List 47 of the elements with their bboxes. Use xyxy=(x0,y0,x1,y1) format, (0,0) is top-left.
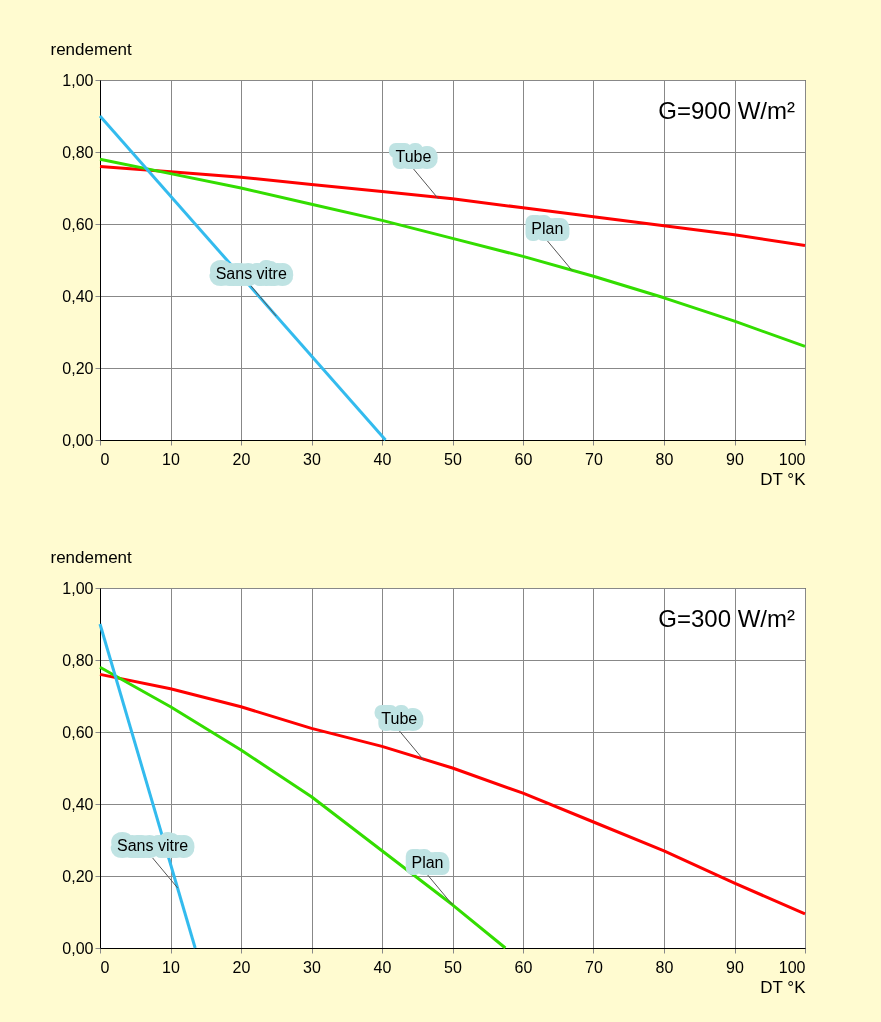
line-series xyxy=(98,164,807,248)
y-tick-label: 0,20 xyxy=(62,867,94,885)
y-tick-label: 1,00 xyxy=(62,579,94,597)
y-axis-title: rendement xyxy=(50,39,133,59)
annotation: Plan xyxy=(531,219,564,237)
x-tick-label: 20 xyxy=(232,450,251,468)
x-tick-label: 0 xyxy=(100,958,110,976)
y-tick-label: 0,60 xyxy=(62,215,94,233)
annotation: Tube xyxy=(381,709,418,727)
x-tick-label: 80 xyxy=(655,450,674,468)
x-tick-label: 70 xyxy=(585,958,603,976)
y-tick-label: 1,00 xyxy=(62,71,94,89)
annotation: Plan xyxy=(411,853,444,871)
x-tick-label: 90 xyxy=(726,958,744,976)
line-series xyxy=(98,672,807,916)
x-tick-label: 100 xyxy=(778,450,806,468)
y-tick-label: 0,20 xyxy=(62,359,94,377)
line-series xyxy=(98,665,507,950)
text: G=300 W/m² xyxy=(658,605,795,632)
x-tick-label: 40 xyxy=(373,450,392,468)
x-tick-label: 90 xyxy=(726,450,744,468)
x-axis-title: DT °K xyxy=(760,469,807,489)
x-tick-label: 50 xyxy=(444,958,462,976)
x-tick-label: 100 xyxy=(778,958,806,976)
x-tick-label: 30 xyxy=(303,958,321,976)
x-tick-label: 40 xyxy=(373,958,392,976)
annotation: Tube xyxy=(395,147,432,165)
x-tick-label: 30 xyxy=(303,450,321,468)
y-tick-label: 0,00 xyxy=(62,431,94,449)
text: G=900 W/m² xyxy=(658,97,795,124)
y-tick-label: 0,80 xyxy=(62,651,94,669)
x-tick-label: 0 xyxy=(100,450,110,468)
x-tick-label: 70 xyxy=(585,450,603,468)
x-tick-label: 50 xyxy=(444,450,462,468)
y-axis-title: rendement xyxy=(50,547,133,567)
y-tick-label: 0,40 xyxy=(62,287,94,305)
x-tick-label: 80 xyxy=(655,958,674,976)
y-tick-label: 0,40 xyxy=(62,795,94,813)
y-tick-label: 0,80 xyxy=(62,143,94,161)
x-tick-label: 10 xyxy=(162,958,180,976)
x-axis-title: DT °K xyxy=(760,977,807,997)
x-tick-label: 10 xyxy=(162,450,180,468)
x-tick-label: 20 xyxy=(232,958,251,976)
x-tick-label: 60 xyxy=(514,958,533,976)
y-tick-label: 0,00 xyxy=(62,939,94,957)
y-tick-label: 0,60 xyxy=(62,723,94,741)
x-tick-label: 60 xyxy=(514,450,533,468)
